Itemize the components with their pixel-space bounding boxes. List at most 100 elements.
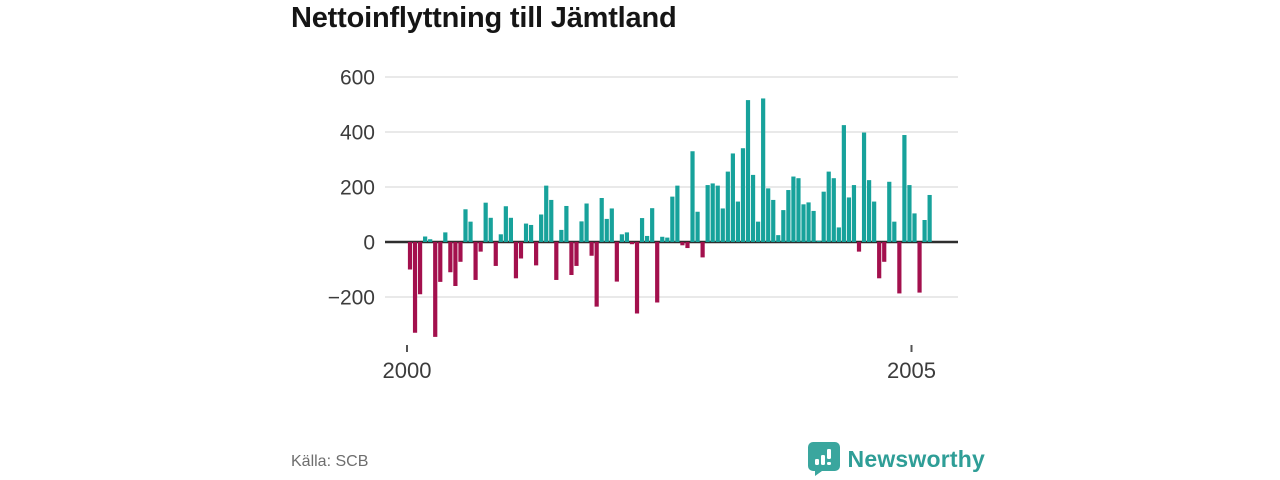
bar (453, 242, 458, 286)
logo-text: Newsworthy (847, 445, 985, 472)
bar (877, 242, 882, 279)
bar (730, 153, 735, 242)
bar (750, 174, 756, 242)
bar (478, 242, 483, 252)
bar (579, 221, 584, 243)
bar (816, 240, 821, 243)
bar (498, 234, 503, 242)
bar (528, 224, 534, 242)
bar (826, 171, 831, 242)
bar (463, 209, 468, 243)
bar (513, 242, 519, 279)
bar (438, 242, 443, 282)
bar (574, 242, 579, 266)
bar (503, 206, 508, 242)
bar (745, 100, 751, 242)
bar (407, 242, 413, 270)
bar (927, 194, 932, 242)
bar (781, 210, 786, 242)
bar (887, 181, 892, 243)
bar (559, 229, 564, 242)
bar (907, 185, 912, 242)
bar (483, 202, 488, 243)
bar (468, 221, 473, 242)
bar (665, 237, 670, 242)
bar (806, 202, 811, 242)
bar (922, 220, 927, 242)
bar (523, 223, 529, 242)
bar (534, 242, 539, 266)
bar (917, 242, 922, 293)
bar (448, 242, 453, 273)
bar (554, 242, 559, 280)
bar (821, 191, 826, 243)
bar (836, 227, 841, 243)
bar (912, 213, 917, 242)
bar (473, 242, 478, 280)
newsworthy-logo: Newsworthy (807, 442, 985, 476)
bar (776, 235, 781, 243)
bar (761, 98, 766, 242)
bar (660, 236, 665, 243)
bar (715, 185, 720, 243)
bar (539, 214, 544, 242)
bar-chart-speech-bubble-icon (807, 442, 840, 476)
bar (508, 217, 513, 242)
bar (740, 148, 746, 242)
bar (518, 242, 524, 259)
bar (675, 185, 680, 243)
bar (680, 242, 685, 246)
source-note: Källa: SCB (291, 453, 369, 470)
bar (705, 185, 710, 242)
bar (594, 242, 599, 307)
bar (796, 178, 801, 242)
bar (655, 242, 660, 303)
bar (786, 190, 791, 243)
bar (569, 242, 574, 275)
bar (735, 201, 741, 242)
bar (428, 239, 433, 242)
bar (624, 232, 630, 243)
bar (725, 171, 730, 242)
x-tick-label: 2005 (887, 358, 936, 383)
bar (604, 218, 609, 242)
y-tick-label: 600 (340, 67, 375, 90)
bar (544, 185, 549, 243)
bar (846, 197, 852, 242)
bar (897, 242, 902, 294)
bar (851, 185, 857, 242)
x-tick-label: 2000 (383, 358, 432, 383)
y-tick-label: 0 (363, 232, 375, 255)
y-tick-label: 200 (340, 177, 375, 200)
bar (710, 183, 715, 243)
bar (756, 221, 761, 242)
bar (488, 217, 493, 242)
bar (619, 234, 624, 242)
page-title: Nettoinflyttning till Jämtland (291, 2, 677, 34)
bar (861, 132, 867, 242)
bar (458, 242, 463, 262)
bar (766, 188, 771, 243)
bar (549, 199, 554, 243)
bar (695, 211, 700, 242)
bar (417, 242, 423, 295)
bar (433, 242, 438, 337)
bar (771, 199, 776, 243)
bar (589, 242, 594, 256)
bar (841, 125, 846, 242)
bar (902, 135, 907, 242)
bar (614, 242, 619, 282)
bar (645, 235, 650, 242)
bar (700, 242, 705, 258)
bar (791, 176, 796, 242)
bar (634, 242, 640, 314)
bar (639, 218, 645, 242)
bar (423, 236, 428, 242)
bar (882, 242, 887, 262)
bar (831, 178, 836, 242)
bar (872, 201, 877, 242)
bar (493, 242, 498, 266)
bar (412, 242, 418, 333)
